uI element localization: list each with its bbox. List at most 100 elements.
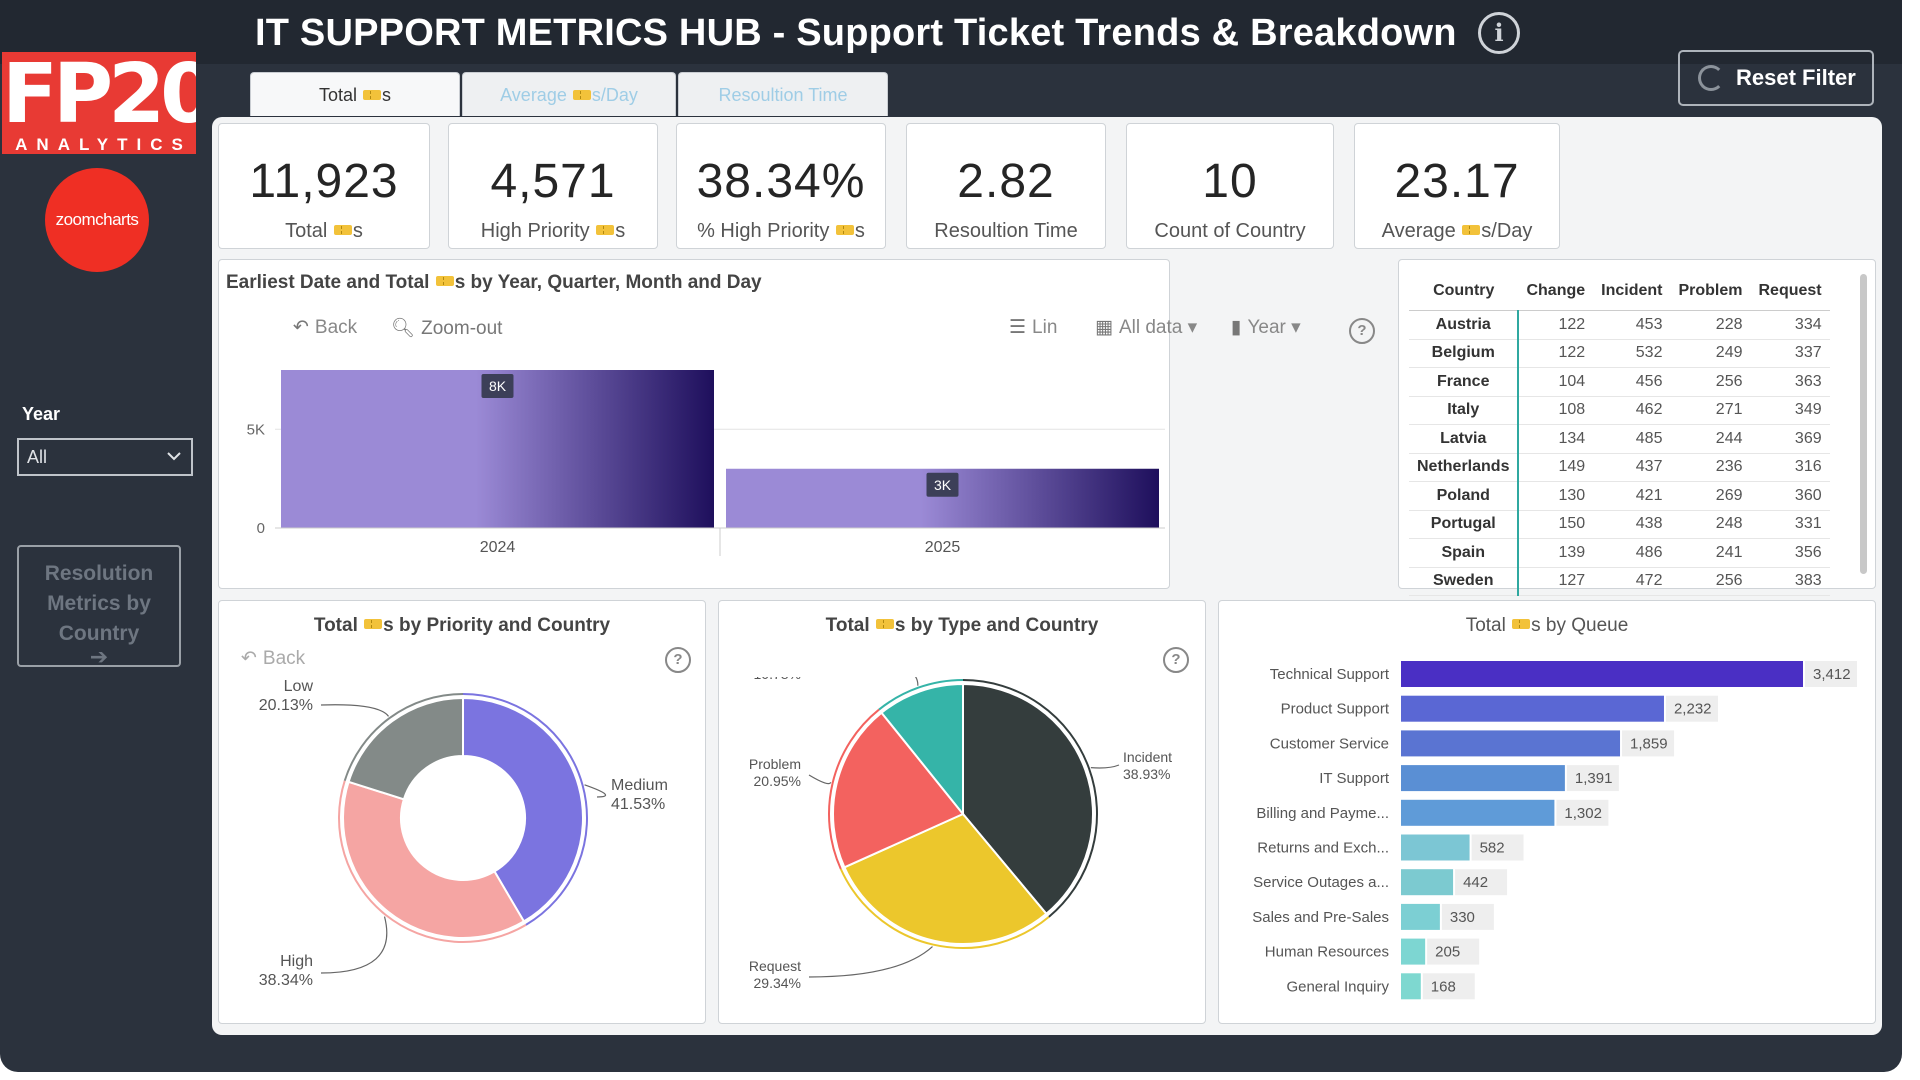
pie-slice[interactable] — [832, 711, 965, 869]
country-cell: Portugal — [1409, 510, 1520, 539]
queue-bar[interactable] — [1401, 973, 1421, 1000]
queue-bar[interactable] — [1401, 765, 1565, 792]
back-button[interactable]: ↶ Back — [293, 316, 357, 339]
pie-slice[interactable] — [347, 696, 464, 801]
tab-label-suffix: s/Day — [591, 85, 638, 105]
value-cell: 122 — [1518, 310, 1594, 340]
table-row[interactable]: Spain 139 486 241 356 — [1409, 538, 1830, 568]
help-icon[interactable]: ? — [1163, 647, 1189, 673]
pie-slice[interactable] — [962, 682, 1094, 916]
pie-slice[interactable] — [843, 812, 1048, 945]
value-cell: 271 — [1670, 396, 1751, 425]
kpi-label-suffix: s — [615, 220, 626, 242]
value-cell: 486 — [1593, 538, 1671, 568]
queue-bar[interactable] — [1401, 938, 1426, 965]
value-cell: 456 — [1593, 367, 1671, 397]
table-header-cell[interactable]: Request — [1750, 272, 1830, 311]
table-row[interactable]: Portugal 150 438 248 331 — [1409, 510, 1830, 539]
value-cell: 256 — [1670, 567, 1751, 596]
table-row[interactable]: Belgium 122 532 249 337 — [1409, 339, 1830, 368]
value-cell: 334 — [1750, 310, 1830, 340]
table-row[interactable]: Austria 122 453 228 334 — [1409, 310, 1830, 340]
value-cell: 349 — [1750, 396, 1830, 425]
slice-pct-label: 20.13% — [259, 697, 313, 714]
queue-bar-card: Total s by Queue Technical Support 3,412 P… — [1218, 600, 1876, 1024]
table-header-cell[interactable]: Problem — [1670, 272, 1751, 311]
value-cell: 437 — [1593, 453, 1671, 482]
kpi-value: 11,923 — [249, 155, 399, 208]
table-header-cell[interactable]: Change — [1518, 272, 1594, 311]
value-label-box — [1805, 661, 1857, 687]
queue-category-label: IT Support — [1319, 770, 1390, 787]
resolution-metrics-nav-button[interactable]: Resolution Metrics by Country ➔ — [17, 545, 181, 668]
slice-pct-label: 38.34% — [259, 972, 313, 989]
nav-button-label: Resolution Metrics by Country — [44, 562, 154, 645]
y-tick-label: 0 — [257, 520, 265, 537]
lin-label: Lin — [1032, 317, 1058, 338]
table-row[interactable]: France 104 456 256 363 — [1409, 367, 1830, 397]
reset-icon — [1698, 65, 1724, 91]
queue-category-label: Service Outages a... — [1253, 874, 1389, 891]
leader-line — [320, 704, 390, 717]
value-label-box — [1665, 695, 1718, 722]
queue-bar[interactable] — [1401, 903, 1440, 930]
value-cell: 134 — [1518, 424, 1594, 454]
pie-slice[interactable] — [462, 696, 584, 923]
table-header-cell[interactable]: Incident — [1593, 272, 1671, 311]
value-cell: 363 — [1750, 367, 1830, 397]
info-icon[interactable]: i — [1478, 12, 1520, 54]
report-canvas: 11,923 Total s 4,571 High Priority s 38.34… — [212, 117, 1882, 1035]
value-label-box — [1422, 973, 1475, 1000]
value-cell: 356 — [1750, 538, 1830, 568]
leader-line — [914, 677, 919, 686]
zoom-out-button[interactable]: 🔍︎ Zoom-out — [391, 316, 502, 340]
table-header-row: Country Change Incident Problem Request — [1409, 272, 1830, 311]
queue-bar[interactable] — [1401, 799, 1555, 826]
queue-bar[interactable] — [1401, 695, 1664, 722]
table-header-cell[interactable]: Country — [1409, 272, 1519, 311]
priority-donut-card: Total s by Priority and Country ↶ Back ? … — [218, 600, 706, 1024]
table-row[interactable]: Sweden 127 472 256 383 — [1409, 567, 1830, 596]
table-scrollbar[interactable] — [1860, 274, 1867, 574]
country-cell: France — [1409, 367, 1520, 397]
tab-resolution-time[interactable]: Resoultion Time — [678, 72, 888, 116]
help-icon[interactable]: ? — [1349, 318, 1375, 344]
value-cell: 269 — [1670, 481, 1751, 511]
table-row[interactable]: Poland 130 421 269 360 — [1409, 481, 1830, 511]
kpi-card: 11,923 Total s — [218, 123, 430, 249]
leader-line — [1090, 764, 1120, 769]
ticket-icon — [572, 89, 591, 100]
value-cell: 256 — [1670, 367, 1751, 397]
tab-label: Average — [500, 85, 572, 105]
year-slicer-dropdown[interactable]: All — [17, 438, 193, 476]
queue-category-label: Billing and Payme... — [1256, 805, 1389, 822]
reset-filter-button[interactable]: Reset Filter — [1678, 50, 1874, 106]
table-row[interactable]: Latvia 134 485 244 369 — [1409, 424, 1830, 454]
data-label: 3K — [934, 477, 952, 493]
leader-line — [808, 946, 933, 978]
year-level-dropdown[interactable]: ▮ Year ▾ — [1231, 317, 1301, 338]
table-row[interactable]: Italy 108 462 271 349 — [1409, 396, 1830, 425]
queue-bar[interactable] — [1401, 869, 1454, 896]
tab-total-tickets[interactable]: Total s — [250, 72, 460, 116]
ticket-icon — [364, 619, 383, 630]
pie-slice[interactable] — [342, 780, 526, 939]
tab-average-tickets-day[interactable]: Average s/Day — [462, 72, 676, 116]
queue-bar[interactable] — [1401, 661, 1803, 687]
priority-donut-chart: Medium 41.53% High 38.34% Low 20.13% — [259, 678, 668, 989]
queue-category-label: Human Resources — [1265, 944, 1389, 961]
all-data-label: All data — [1118, 317, 1183, 338]
slice-outline — [338, 780, 527, 943]
back-button[interactable]: ↶ Back — [241, 647, 305, 670]
all-data-dropdown[interactable]: ▦ All data ▾ — [1095, 317, 1198, 338]
value-cell: 139 — [1518, 538, 1594, 568]
table-row[interactable]: Netherlands 149 437 236 316 — [1409, 453, 1830, 482]
queue-value-label: 582 — [1480, 840, 1505, 857]
queue-bar[interactable] — [1401, 730, 1621, 757]
slice-pct-label: 38.93% — [1123, 766, 1170, 782]
help-icon[interactable]: ? — [665, 647, 691, 673]
kpi-label-text: Average — [1381, 220, 1462, 242]
pie-slice[interactable] — [880, 682, 964, 817]
queue-bar[interactable] — [1401, 834, 1470, 861]
lin-scale-button[interactable]: ☰ Lin — [1009, 316, 1057, 339]
